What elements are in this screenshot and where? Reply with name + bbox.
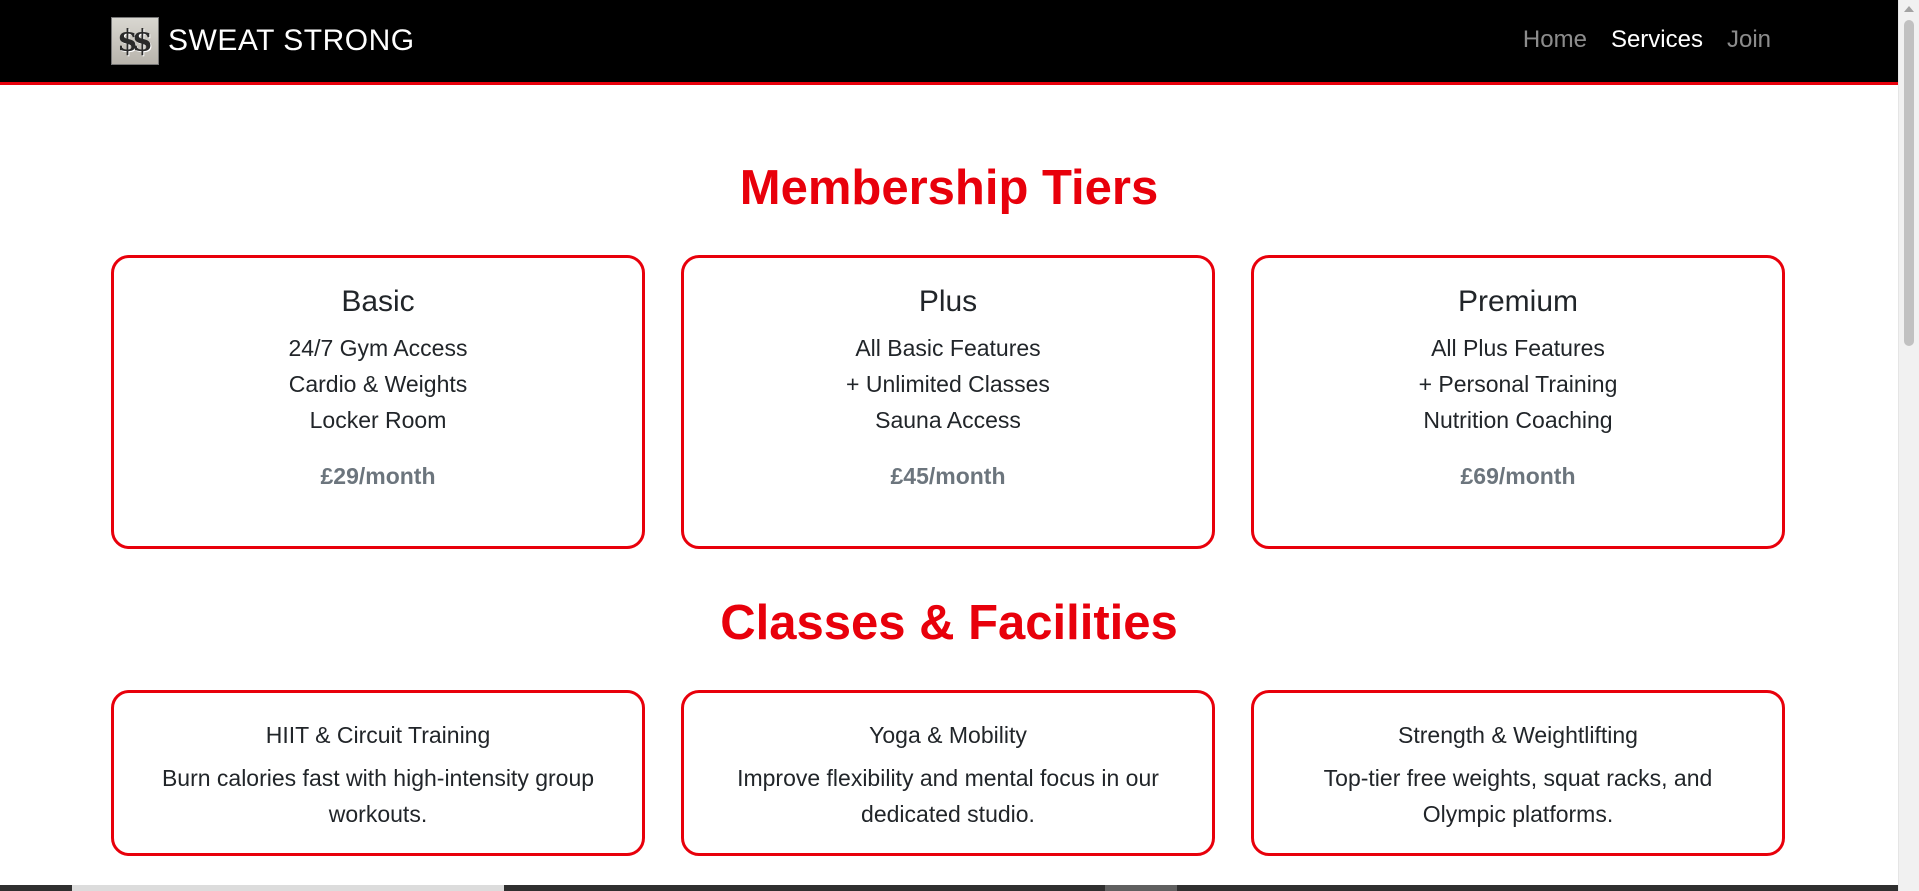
- vertical-scrollbar[interactable]: [1898, 0, 1919, 891]
- horizontal-scrollbar-segment: [1105, 885, 1177, 891]
- horizontal-scrollbar[interactable]: [0, 885, 1898, 891]
- class-name: Yoga & Mobility: [869, 722, 1027, 748]
- scrollbar-thumb[interactable]: [1904, 20, 1914, 346]
- tier-price: £69/month: [1460, 463, 1576, 489]
- class-card-yoga: Yoga & Mobility Improve flexibility and …: [681, 690, 1215, 856]
- tier-feature: Locker Room: [309, 407, 447, 433]
- tier-feature: All Basic Features: [855, 335, 1041, 361]
- class-description: Improve flexibility and mental focus in …: [737, 765, 1159, 827]
- class-card-hiit: HIIT & Circuit Training Burn calories fa…: [111, 690, 645, 856]
- tier-feature: + Unlimited Classes: [846, 371, 1050, 397]
- horizontal-scrollbar-thumb[interactable]: [72, 885, 504, 891]
- tier-feature: + Personal Training: [1418, 371, 1618, 397]
- tier-features: All Basic Features + Unlimited Classes S…: [684, 330, 1212, 438]
- membership-section-title: Membership Tiers: [739, 161, 1159, 215]
- tier-card-plus: Plus All Basic Features + Unlimited Clas…: [681, 255, 1215, 549]
- tier-name: Premium: [1457, 285, 1578, 318]
- tier-feature: Cardio & Weights: [288, 371, 468, 397]
- class-name: HIIT & Circuit Training: [265, 722, 491, 748]
- navbar: $$ SWEAT STRONG Home Services Join: [0, 0, 1898, 85]
- tier-price: £29/month: [320, 463, 436, 489]
- brand[interactable]: $$ SWEAT STRONG: [111, 17, 415, 65]
- nav-link-home[interactable]: Home: [1522, 26, 1587, 53]
- scroll-up-arrow-icon[interactable]: [1904, 6, 1914, 12]
- class-description: Top-tier free weights, squat racks, and …: [1323, 765, 1713, 827]
- tier-features: 24/7 Gym Access Cardio & Weights Locker …: [114, 330, 642, 438]
- tier-name: Plus: [918, 285, 978, 318]
- tier-features: All Plus Features + Personal Training Nu…: [1254, 330, 1782, 438]
- tier-price: £45/month: [890, 463, 1006, 489]
- class-name: Strength & Weightlifting: [1398, 722, 1638, 748]
- brand-name[interactable]: SWEAT STRONG: [168, 24, 415, 57]
- class-description: Burn calories fast with high-intensity g…: [161, 765, 595, 827]
- tier-card-premium: Premium All Plus Features + Personal Tra…: [1251, 255, 1785, 549]
- brand-logo-icon: $$: [111, 17, 159, 65]
- tier-feature: All Plus Features: [1431, 335, 1605, 361]
- tier-feature: Nutrition Coaching: [1423, 407, 1613, 433]
- brand-logo-text: $$: [117, 23, 153, 59]
- tier-card-basic: Basic 24/7 Gym Access Cardio & Weights L…: [111, 255, 645, 549]
- tier-name: Basic: [341, 285, 415, 318]
- nav-link-join[interactable]: Join: [1726, 26, 1771, 53]
- class-card-strength: Strength & Weightlifting Top-tier free w…: [1251, 690, 1785, 856]
- nav-links: Home Services Join: [1523, 26, 1771, 54]
- nav-link-services[interactable]: Services: [1610, 26, 1703, 53]
- classes-section-title: Classes & Facilities: [720, 596, 1178, 650]
- tier-feature: 24/7 Gym Access: [288, 335, 468, 361]
- tier-feature: Sauna Access: [875, 407, 1021, 433]
